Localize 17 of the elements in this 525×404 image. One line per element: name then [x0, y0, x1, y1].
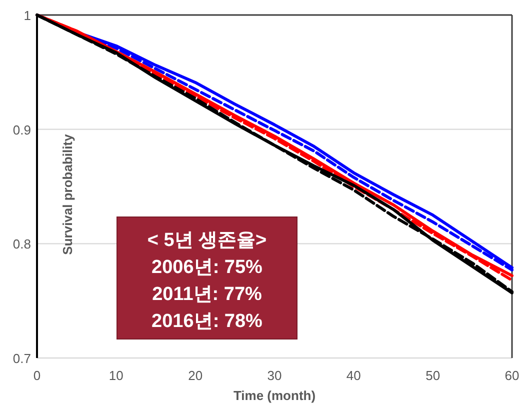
x-axis-title: Time (month)	[233, 388, 316, 403]
annotation: 2006년: 75%	[152, 257, 263, 278]
x-tick-label: 20	[188, 368, 203, 383]
annotation: 2016년: 78%	[152, 311, 263, 332]
y-tick-label: 0.7	[12, 351, 31, 366]
y-tick-label: 0.8	[12, 236, 31, 252]
x-tick-label: 60	[504, 368, 520, 383]
y-tick-label: 1	[24, 8, 31, 23]
x-tick-label: 10	[108, 368, 124, 383]
y-axis-title: Survival probability	[60, 133, 75, 255]
annotation: < 5년 생존율>	[147, 230, 267, 251]
x-tick-label: 30	[267, 368, 282, 383]
y-tick-label: 0.9	[12, 122, 31, 138]
x-tick-label: 0	[33, 368, 41, 383]
x-tick-label: 40	[346, 368, 361, 383]
x-tick-label: 50	[426, 368, 440, 383]
annotation: 2011년: 77%	[152, 284, 262, 305]
